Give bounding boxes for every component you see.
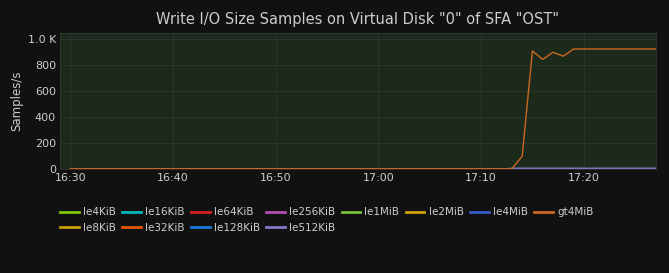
Legend: le4KiB, le8KiB, le16KiB, le32KiB, le64KiB, le128KiB, le256KiB, le512KiB, le1MiB,: le4KiB, le8KiB, le16KiB, le32KiB, le64Ki… — [60, 207, 593, 233]
Y-axis label: Samples/s: Samples/s — [11, 71, 23, 131]
Title: Write I/O Size Samples on Virtual Disk "0" of SFA "OST": Write I/O Size Samples on Virtual Disk "… — [157, 13, 559, 27]
